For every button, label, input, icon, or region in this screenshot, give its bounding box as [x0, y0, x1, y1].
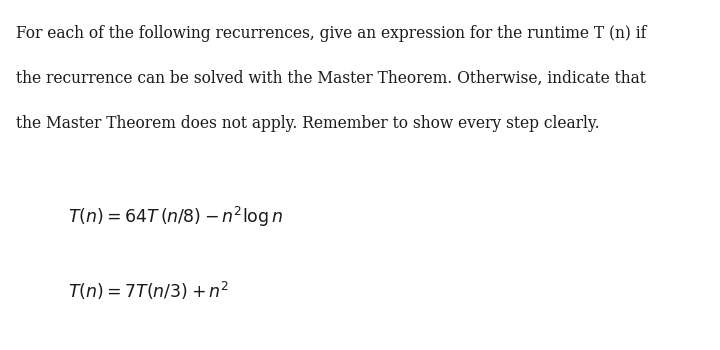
- Text: the recurrence can be solved with the Master Theorem. Otherwise, indicate that: the recurrence can be solved with the Ma…: [16, 70, 646, 87]
- Text: $T(n) = 64T\,(n/8) - n^2 \log n$: $T(n) = 64T\,(n/8) - n^2 \log n$: [68, 205, 284, 229]
- Text: For each of the following recurrences, give an expression for the runtime T (n) : For each of the following recurrences, g…: [16, 25, 647, 42]
- Text: $T(n) = 7T(n/3) + n^2$: $T(n) = 7T(n/3) + n^2$: [68, 279, 230, 302]
- Text: the Master Theorem does not apply. Remember to show every step clearly.: the Master Theorem does not apply. Remem…: [16, 116, 600, 133]
